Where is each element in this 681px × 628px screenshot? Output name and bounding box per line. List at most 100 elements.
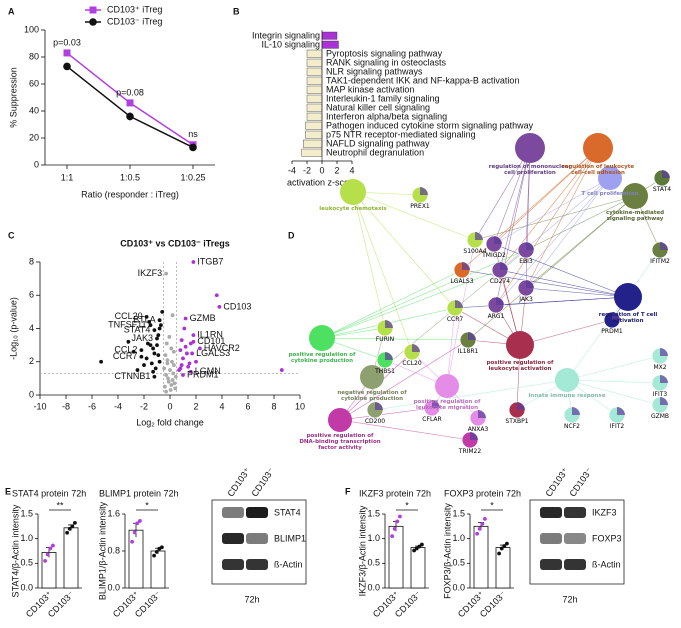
- category-label: Natural killer cell signaling: [326, 102, 430, 112]
- annotation: ns: [188, 129, 198, 139]
- x-tick-label: -6: [88, 401, 96, 411]
- gene-label: STAT4: [652, 186, 672, 193]
- point: [142, 363, 146, 367]
- x-tick-label: 8: [271, 401, 276, 411]
- y-tick-label: 6: [29, 290, 34, 300]
- network-edge: [321, 269, 463, 339]
- gene-label: S100A4: [463, 248, 487, 255]
- lane-label: CD103⁺: [543, 466, 570, 499]
- term-node: [515, 133, 545, 163]
- term-label: leukocyte chemotaxis: [319, 206, 387, 212]
- y-tick-label: 8: [29, 256, 34, 266]
- point: [177, 368, 182, 372]
- category-label: Interferon alpha/beta signaling: [326, 111, 447, 121]
- blot-band: [540, 559, 562, 570]
- gene-label: IFIT2: [609, 423, 625, 430]
- replicate-point: [499, 546, 504, 551]
- y-tick-label: 1.5: [367, 508, 380, 518]
- blot-band: [564, 507, 586, 518]
- network-edge: [493, 147, 531, 245]
- point: [169, 383, 174, 387]
- point-label: ITGB7: [197, 256, 223, 266]
- replicate-point: [130, 539, 135, 544]
- band-label: ß-Actin: [592, 559, 621, 569]
- bar: [305, 130, 323, 139]
- y-tick-label: 0.5: [20, 558, 33, 568]
- point: [63, 62, 71, 71]
- point: [214, 293, 219, 298]
- network-edge: [461, 269, 629, 298]
- network-edge: [519, 319, 613, 346]
- point: [217, 304, 222, 309]
- x-tick-label: 1:0.5: [120, 172, 140, 182]
- term-label: cytokine-mediated signaling pathway: [605, 210, 665, 222]
- category-label: NLR signaling pathways: [326, 66, 423, 76]
- y-tick-label: 60: [29, 78, 39, 88]
- blot-band: [246, 533, 268, 544]
- band-label: IKZF3: [592, 507, 617, 517]
- y-axis-label: -Log₁₀ (p-value): [8, 297, 18, 360]
- gene-node-wedge: [478, 410, 486, 418]
- y-axis-label: STAT4/β-Actin intensity: [10, 504, 20, 597]
- network-edge: [461, 147, 599, 271]
- y-tick-label: 1.0: [20, 533, 33, 543]
- point: [186, 364, 191, 369]
- gene-label: CD200: [364, 418, 386, 425]
- network-edge: [566, 379, 661, 406]
- gene-node-wedge: [660, 375, 668, 383]
- category-label: Interleukin-1 family signaling: [326, 93, 440, 103]
- y-tick-label: 0.0: [367, 582, 380, 592]
- bar: [306, 49, 323, 58]
- gene-node-wedge: [385, 352, 393, 360]
- legend-marker: [89, 18, 97, 26]
- category-label: RANK signaling in osteoclasts: [326, 57, 447, 67]
- point: [63, 49, 71, 57]
- bar: [473, 525, 489, 589]
- network-edge: [566, 379, 661, 384]
- annotation: p=0.03: [53, 37, 81, 47]
- gene-label: ARG1: [487, 313, 505, 320]
- gene-label: GZMB: [650, 413, 670, 420]
- panel-letter: A: [8, 6, 15, 16]
- blot-band: [222, 533, 244, 544]
- blot-band: [246, 507, 268, 518]
- band-label: BLIMP1: [274, 533, 306, 543]
- bar: [306, 85, 323, 94]
- point: [151, 346, 156, 351]
- point: [163, 353, 168, 357]
- point: [164, 373, 169, 377]
- gene-node-wedge: [660, 242, 668, 250]
- network-edge: [525, 177, 611, 289]
- category-label: Neutrophil degranulation: [326, 147, 424, 157]
- x-axis-label: Ratio (responder : iTreg): [81, 189, 179, 199]
- point: [159, 323, 163, 328]
- point: [170, 378, 175, 382]
- replicate-point: [135, 521, 140, 526]
- point: [179, 338, 184, 343]
- point: [153, 366, 158, 371]
- y-tick-label: 1.6: [107, 508, 120, 518]
- point: [149, 361, 154, 366]
- point: [191, 339, 196, 344]
- point: [151, 369, 156, 374]
- point: [160, 309, 165, 314]
- gene-node-wedge: [455, 300, 463, 308]
- band-label: ß-Actin: [274, 559, 303, 569]
- point: [157, 359, 162, 364]
- point: [168, 368, 172, 372]
- bar: [306, 103, 323, 112]
- gene-node-wedge: [660, 348, 668, 356]
- y-tick-label: 40: [29, 105, 39, 115]
- term-label: T cell proliferation: [581, 191, 639, 197]
- network-edge: [493, 147, 599, 245]
- blot-band: [222, 559, 244, 570]
- term-node: [583, 133, 613, 163]
- panel-letter: C: [8, 230, 15, 240]
- point: [166, 379, 171, 384]
- y-tick-label: 80: [29, 51, 39, 61]
- point: [157, 318, 162, 323]
- network-edge: [499, 177, 611, 271]
- y-tick-label: 1.0: [452, 533, 465, 543]
